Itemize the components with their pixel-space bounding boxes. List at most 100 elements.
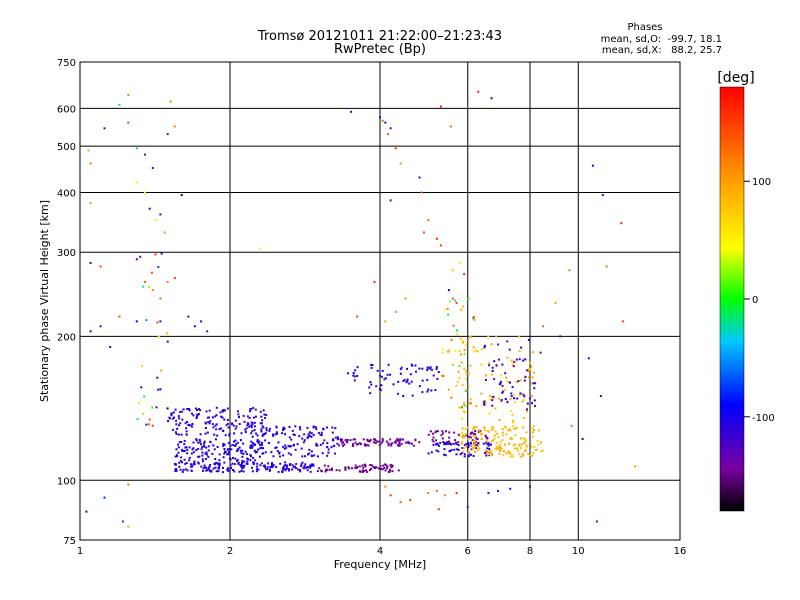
data-point <box>508 451 511 454</box>
data-point <box>344 468 347 471</box>
data-point <box>232 469 234 471</box>
data-point <box>465 445 468 448</box>
data-point <box>191 465 194 468</box>
data-point <box>375 440 378 443</box>
data-point <box>212 444 215 447</box>
data-point <box>253 449 256 452</box>
data-point <box>265 429 268 432</box>
data-point <box>605 265 608 268</box>
data-point <box>281 471 284 473</box>
data-point <box>151 406 154 409</box>
data-point <box>201 454 204 457</box>
data-point <box>490 452 493 455</box>
data-point <box>282 445 285 448</box>
data-point <box>383 378 386 381</box>
data-point <box>463 367 466 370</box>
data-point <box>491 366 494 369</box>
data-point <box>465 344 468 347</box>
data-point <box>467 438 470 440</box>
data-point <box>498 452 501 455</box>
data-point <box>443 443 446 446</box>
data-point <box>272 455 275 458</box>
data-point <box>391 470 394 473</box>
data-point <box>410 363 413 366</box>
data-point <box>432 436 435 439</box>
data-point <box>473 440 475 443</box>
data-point <box>260 462 263 465</box>
data-point <box>443 494 446 497</box>
data-point <box>435 368 438 370</box>
data-point <box>320 469 323 472</box>
data-point <box>145 319 148 322</box>
data-point <box>183 439 186 442</box>
data-point <box>193 462 195 465</box>
data-point <box>373 280 376 283</box>
data-point <box>181 418 184 421</box>
data-point <box>206 330 209 333</box>
data-point <box>444 308 446 311</box>
data-point <box>505 433 508 436</box>
data-point <box>396 438 399 441</box>
data-point <box>533 429 535 431</box>
data-point <box>204 452 207 455</box>
data-point <box>256 440 259 443</box>
data-point <box>490 343 493 346</box>
data-point <box>201 446 204 449</box>
data-point <box>389 463 392 466</box>
data-point <box>269 468 271 471</box>
data-point <box>432 374 435 377</box>
data-point <box>262 447 264 450</box>
data-point <box>498 447 501 450</box>
data-point <box>135 147 138 150</box>
data-point <box>426 369 429 372</box>
data-point <box>530 365 533 368</box>
data-point <box>495 364 498 367</box>
data-point <box>455 329 458 332</box>
data-point <box>186 408 189 410</box>
data-point <box>240 452 243 454</box>
data-point <box>418 385 421 388</box>
data-point <box>151 167 154 169</box>
data-point <box>530 445 533 448</box>
data-point <box>474 450 476 453</box>
data-point <box>402 380 405 382</box>
data-point <box>370 363 373 366</box>
data-point <box>218 453 221 456</box>
data-point <box>259 464 262 467</box>
data-point <box>246 460 249 463</box>
data-point <box>436 443 439 446</box>
data-point <box>215 428 218 431</box>
data-point <box>242 470 245 473</box>
data-point <box>506 340 509 343</box>
data-point <box>520 346 523 349</box>
data-point <box>166 407 169 410</box>
data-point <box>206 469 209 472</box>
data-point <box>160 369 163 372</box>
data-point <box>370 467 373 470</box>
data-point <box>89 261 92 264</box>
data-point <box>340 439 342 442</box>
data-point <box>501 384 504 387</box>
data-point <box>539 441 542 444</box>
data-point <box>282 467 285 470</box>
data-point <box>274 433 277 436</box>
data-point <box>261 441 263 444</box>
data-point <box>217 462 219 465</box>
data-point <box>414 364 417 367</box>
data-point <box>525 445 528 448</box>
data-point <box>500 447 503 450</box>
data-point <box>316 444 319 447</box>
data-point <box>241 464 244 467</box>
data-point <box>287 452 290 455</box>
data-point <box>384 377 387 380</box>
data-point <box>223 461 226 464</box>
data-point <box>501 431 504 434</box>
data-point <box>171 412 174 415</box>
data-point <box>381 468 384 471</box>
data-point <box>474 433 477 436</box>
y-tick-label: 500 <box>57 142 76 153</box>
data-point <box>195 415 198 418</box>
data-point <box>460 308 463 311</box>
y-tick-label: 300 <box>57 248 76 259</box>
data-point <box>260 446 263 449</box>
